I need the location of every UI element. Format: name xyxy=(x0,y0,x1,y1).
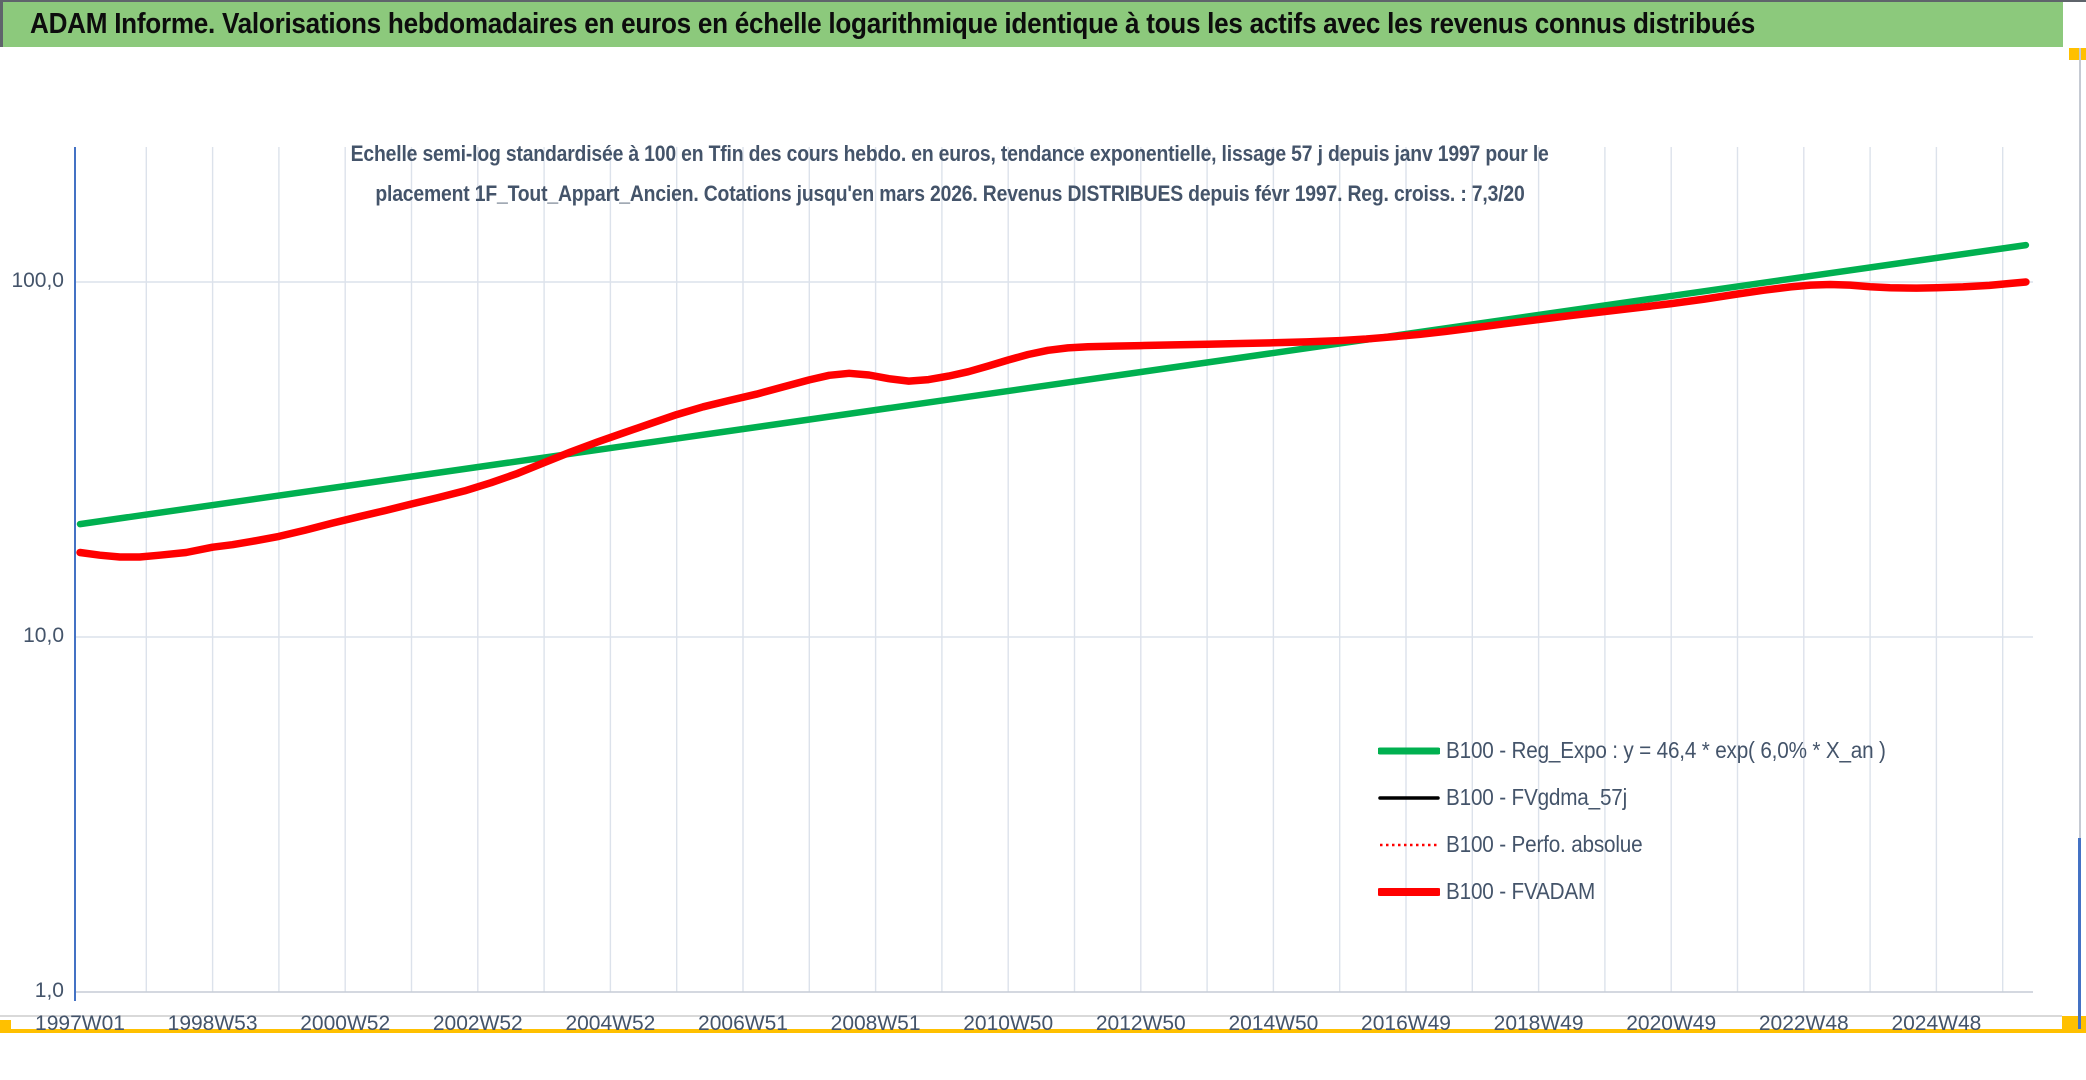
x-axis-tick-label: 2002W52 xyxy=(432,1012,523,1035)
x-axis-labels[interactable]: 1997W01 1998W53 2000W52 2002W52 2004W52 2006W… xyxy=(0,1012,2086,1042)
bottom-divider-line xyxy=(0,1015,2062,1017)
x-axis-tick-label: 2016W49 xyxy=(1361,1012,1451,1035)
x-axis-tick-label: 2024W48 xyxy=(1891,1012,1982,1035)
y-axis-tick-label: 1,0 xyxy=(34,979,64,1002)
page-title: ADAM Informe. Valorisations hebdomadaire… xyxy=(30,8,1755,40)
legend-item-perfo-absolue[interactable]: B100 - Perfo. absolue xyxy=(1378,821,1935,868)
legend-item-fvadam[interactable]: B100 - FVADAM xyxy=(1378,868,1935,915)
selection-handle-bottom-left[interactable] xyxy=(0,1020,11,1033)
x-axis-tick-label: 2014W50 xyxy=(1228,1012,1319,1035)
right-edge-scroll-line xyxy=(2078,838,2081,1033)
selection-handle-top-right[interactable] xyxy=(2069,48,2086,60)
right-edge-line xyxy=(2079,48,2081,838)
x-axis-tick-label: 2008W51 xyxy=(830,1012,921,1035)
window-top-border xyxy=(0,0,2086,2)
legend-line-swatch-reg-expo xyxy=(1378,747,1440,754)
series-line-fvadam[interactable] xyxy=(76,278,2030,561)
gridlines xyxy=(75,147,2033,992)
legend-label: B100 - Perfo. absolue xyxy=(1446,831,1643,857)
series-line-reg-expo[interactable] xyxy=(76,241,2030,528)
x-axis-tick-label: 1997W01 xyxy=(35,1012,125,1035)
legend-line-swatch-fvadam xyxy=(1378,887,1440,896)
legend-item-reg-expo[interactable]: B100 - Reg_Expo : y = 46,4 * exp( 6,0% *… xyxy=(1378,727,1935,774)
x-axis-tick-label: 2022W48 xyxy=(1758,1012,1849,1035)
title-cell[interactable]: ADAM Informe. Valorisations hebdomadaire… xyxy=(3,2,2063,47)
legend-item-fvgdma-57j[interactable]: B100 - FVgdma_57j xyxy=(1378,774,1935,821)
x-axis-tick-label: 2018W49 xyxy=(1493,1012,1584,1035)
legend-label: B100 - FVgdma_57j xyxy=(1446,784,1628,810)
x-axis-tick-label: 2004W52 xyxy=(565,1012,656,1035)
bottom-gold-strip xyxy=(0,1029,2086,1033)
window-left-border xyxy=(0,0,3,47)
legend-line-swatch-perfo-absolue xyxy=(1380,843,1438,846)
x-axis-tick-label: 2020W49 xyxy=(1626,1012,1717,1035)
x-axis-tick-label: 1998W53 xyxy=(167,1012,258,1035)
legend-label: B100 - Reg_Expo : y = 46,4 * exp( 6,0% *… xyxy=(1446,737,1886,763)
x-axis-tick-label: 2012W50 xyxy=(1095,1012,1186,1035)
legend-line-swatch-fvgdma-57j xyxy=(1378,795,1440,800)
y-axis-tick-label: 100,0 xyxy=(11,269,64,292)
x-axis-tick-label: 2010W50 xyxy=(963,1012,1054,1035)
x-axis-tick-label: 2000W52 xyxy=(300,1012,391,1035)
chart-sheet[interactable]: Echelle semi-log standardisée à 100 en T… xyxy=(0,47,2062,1035)
y-axis-labels[interactable]: 100,0 10,0 1,0 xyxy=(0,47,70,1080)
chart-plot-svg xyxy=(74,147,2033,1001)
legend-label: B100 - FVADAM xyxy=(1446,878,1596,904)
chart-legend[interactable]: B100 - Reg_Expo : y = 46,4 * exp( 6,0% *… xyxy=(1378,727,1935,915)
x-axis-tick-label: 2006W51 xyxy=(698,1012,788,1035)
y-axis-tick-label: 10,0 xyxy=(23,624,64,647)
